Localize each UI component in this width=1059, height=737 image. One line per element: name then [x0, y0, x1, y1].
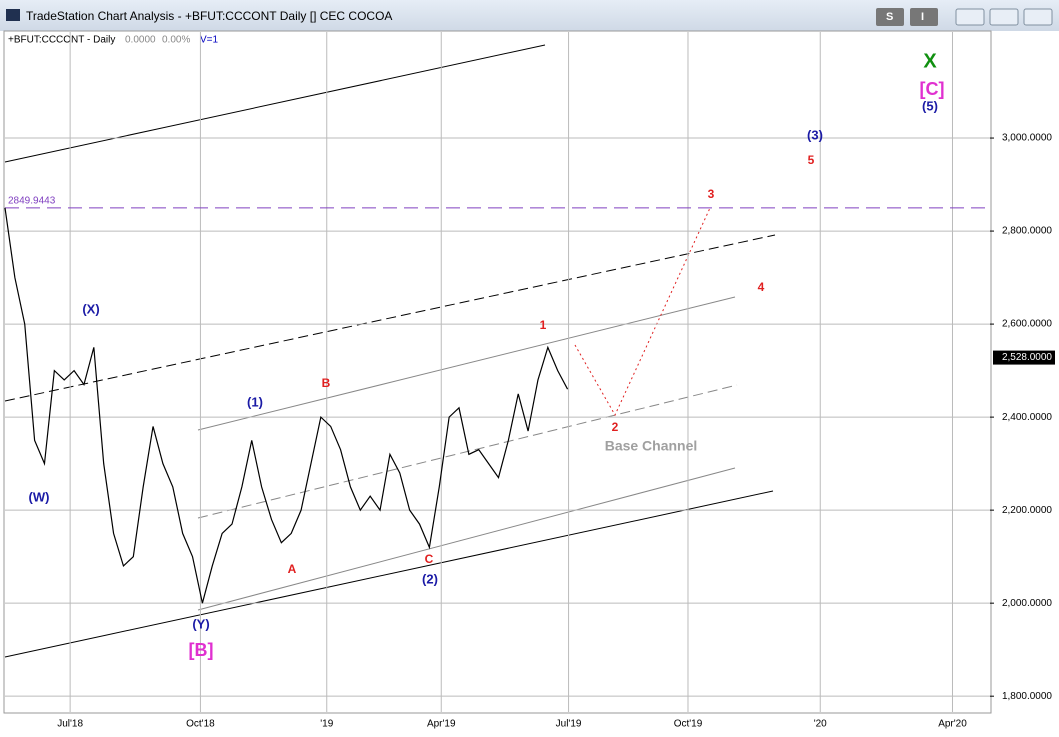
wave-label: (2): [422, 571, 438, 586]
wave-label: 2: [612, 420, 619, 434]
x-tick-label: Oct'18: [186, 719, 215, 730]
y-tick-label: 1,800.0000: [1002, 691, 1052, 702]
wave-label: B: [322, 376, 331, 390]
projection-line: [574, 207, 711, 417]
wave-label: Base Channel: [605, 438, 698, 454]
change-label: 0.0000: [125, 35, 156, 46]
change-pct-label: 0.00%: [162, 35, 190, 46]
window-title: TradeStation Chart Analysis - +BFUT:CCCO…: [26, 9, 392, 23]
wave-label: (Y): [192, 616, 209, 631]
y-tick-label: 2,000.0000: [1002, 598, 1052, 609]
x-tick-label: Apr'19: [427, 719, 456, 730]
wave-label: (1): [247, 394, 263, 409]
i-button-label: I: [921, 11, 924, 23]
x-tick-label: '20: [814, 719, 827, 730]
reference-label: 2849.9443: [8, 195, 56, 206]
i-button[interactable]: [910, 8, 938, 26]
s-button-label: S: [886, 11, 893, 23]
close-button[interactable]: [1023, 8, 1053, 26]
wave-label: X: [923, 50, 937, 72]
x-tick-label: Jul'19: [556, 719, 582, 730]
maximize-button[interactable]: [989, 8, 1019, 26]
y-tick-label: 2,600.0000: [1002, 319, 1052, 330]
y-tick-label: 2,800.0000: [1002, 226, 1052, 237]
trend-line: [4, 234, 776, 402]
wave-label: (X): [82, 301, 99, 316]
wave-label: A: [288, 562, 297, 576]
wave-label: 3: [708, 187, 715, 201]
wave-label: (W): [29, 489, 50, 504]
x-tick-label: '19: [320, 719, 333, 730]
x-tick-label: Jul'18: [57, 719, 83, 730]
x-tick-label: Oct'19: [674, 719, 703, 730]
channel-line: [197, 467, 736, 611]
y-tick-label: 2,200.0000: [1002, 505, 1052, 516]
wave-label: 1: [540, 318, 547, 332]
trend-line: [4, 490, 774, 658]
y-tick-label: 3,000.0000: [1002, 133, 1052, 144]
wave-label: 5: [808, 153, 815, 167]
wave-label: 4: [758, 280, 765, 294]
channel-line: [197, 384, 738, 519]
wave-label: (3): [807, 127, 823, 142]
s-button[interactable]: [876, 8, 904, 26]
drawings: [4, 32, 990, 712]
wave-label: [B]: [189, 640, 214, 660]
plot-area: [3, 30, 992, 714]
symbol-label: +BFUT:CCCONT - Daily: [8, 35, 115, 46]
trend-line: [4, 44, 546, 163]
channel-line: [197, 296, 736, 431]
last-price-box: [993, 350, 1055, 365]
last-price-label: 2,528.0000: [1002, 352, 1052, 363]
price-line: [4, 207, 569, 604]
volume-label: V=1: [200, 35, 219, 46]
x-tick-label: Apr'20: [938, 719, 967, 730]
wave-label: C: [425, 552, 434, 566]
app-icon: [6, 9, 20, 21]
y-tick-label: 2,400.0000: [1002, 412, 1052, 423]
minimize-button[interactable]: [955, 8, 985, 26]
wave-label: [C]: [920, 79, 945, 99]
wave-label: (5): [922, 98, 938, 113]
